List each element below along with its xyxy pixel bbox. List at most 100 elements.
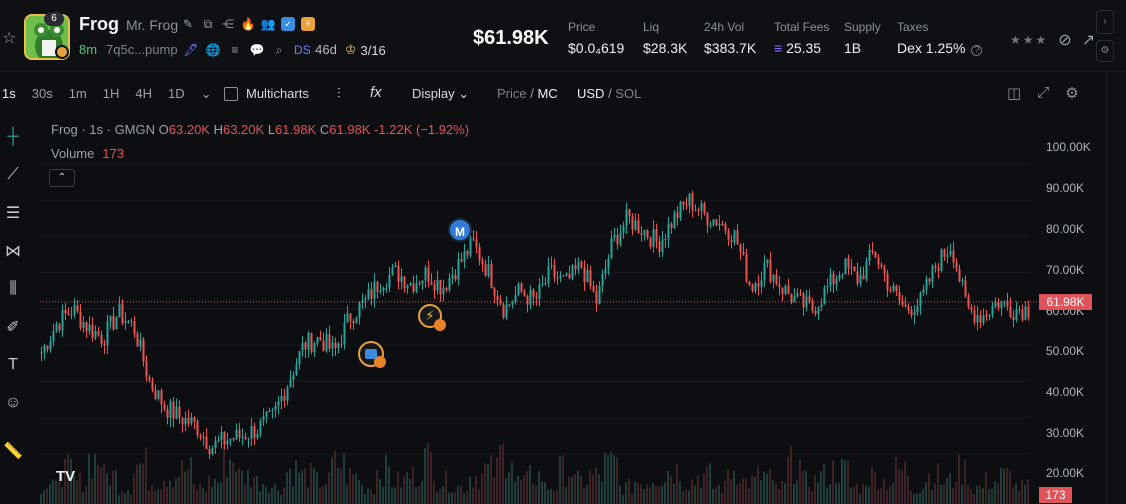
timeframe-4h[interactable]: 4H bbox=[135, 86, 153, 101]
timeframe-1m[interactable]: 1m bbox=[68, 86, 87, 101]
volume-bar bbox=[166, 486, 168, 504]
candle-body bbox=[106, 321, 109, 346]
candle-body bbox=[562, 275, 565, 277]
candle-body bbox=[862, 275, 865, 280]
volume-bar bbox=[97, 464, 99, 504]
camera-icon[interactable]: ◫ bbox=[1007, 85, 1022, 102]
star-icon[interactable]: ☆ bbox=[2, 30, 17, 47]
ds-badge[interactable]: DS 46d bbox=[294, 41, 337, 59]
candle-body bbox=[634, 220, 637, 230]
settings-icon[interactable]: ⚙ bbox=[1065, 85, 1079, 102]
settings-icon[interactable]: ⚙ bbox=[1096, 40, 1114, 62]
currency-toggle[interactable]: USD / SOL bbox=[577, 86, 642, 101]
pump-icon[interactable]: 🖋 bbox=[183, 43, 199, 57]
volume-bar bbox=[772, 480, 774, 504]
candle-body bbox=[241, 436, 244, 438]
pattern-icon[interactable]: ⋈ bbox=[5, 243, 21, 260]
ds-label: DS bbox=[294, 43, 311, 57]
candle-body bbox=[670, 223, 673, 229]
right-panel-edge bbox=[1106, 72, 1126, 504]
usd-option[interactable]: USD bbox=[577, 86, 605, 101]
candle-body bbox=[1009, 306, 1012, 317]
candle-body bbox=[40, 352, 43, 354]
edit-icon[interactable]: ✎ bbox=[182, 17, 194, 31]
indicators-icon[interactable]: fx bbox=[370, 84, 382, 101]
mc-option[interactable]: MC bbox=[537, 86, 558, 101]
help-icon[interactable]: ? bbox=[971, 45, 983, 56]
migration-marker[interactable]: M bbox=[448, 218, 472, 242]
volume-bar bbox=[376, 469, 378, 504]
volume-bar bbox=[976, 485, 978, 504]
dex-paid-icon bbox=[365, 349, 377, 359]
candle-body bbox=[925, 278, 928, 290]
price-mc-toggle[interactable]: Price / MC bbox=[497, 86, 558, 101]
volume-bar bbox=[286, 472, 288, 504]
buy-marker-icon[interactable] bbox=[434, 319, 446, 331]
volume-bar bbox=[928, 473, 930, 504]
display-dropdown[interactable]: Display ⌄ bbox=[412, 86, 470, 101]
external-link-icon[interactable]: ↗ bbox=[1081, 32, 1096, 49]
price-option[interactable]: Price bbox=[497, 86, 527, 101]
brush-icon[interactable]: ✐ bbox=[6, 319, 20, 336]
candle-body bbox=[331, 342, 334, 349]
bolt-marker-icon[interactable]: ⚡ bbox=[418, 304, 442, 328]
volume-bar bbox=[826, 487, 828, 504]
trendline-icon[interactable]: ⟋ bbox=[7, 166, 19, 183]
projection-icon[interactable]: ⫼ bbox=[9, 280, 17, 297]
volume-bar bbox=[616, 457, 618, 504]
stat-total-fees: Total Fees ≡ 25.35 bbox=[774, 20, 829, 56]
crosshair-icon[interactable]: ┼ bbox=[7, 128, 19, 145]
buy-marker-icon[interactable] bbox=[374, 356, 386, 368]
candle-body bbox=[421, 280, 424, 284]
stat-label: Price bbox=[568, 20, 596, 34]
bolt-icon: ⚡ bbox=[301, 17, 315, 31]
volume-bar bbox=[892, 483, 894, 504]
chart-canvas[interactable] bbox=[40, 112, 1104, 504]
fib-icon[interactable]: ☰ bbox=[5, 205, 21, 222]
candle-body bbox=[556, 277, 559, 279]
tradingview-logo[interactable]: TV bbox=[56, 468, 76, 485]
timeframe-1d[interactable]: 1D bbox=[168, 86, 185, 101]
search-icon[interactable]: ⌕ bbox=[275, 42, 283, 57]
stat-value: 25.35 bbox=[786, 40, 822, 56]
candle-body bbox=[64, 310, 67, 314]
price-chart[interactable]: Frog · 1s · GMGN O63.20K H63.20K L61.98K… bbox=[40, 112, 1104, 504]
hide-icon[interactable]: ⊘ bbox=[1058, 32, 1072, 49]
timeframe-30s[interactable]: 30s bbox=[31, 86, 53, 101]
multicharts-checkbox[interactable] bbox=[224, 86, 238, 101]
contract-address[interactable]: 7q5c...pump bbox=[106, 42, 178, 57]
rating-stars-icon[interactable]: ★★★ bbox=[1010, 33, 1049, 47]
ruler-icon[interactable]: 📏 bbox=[3, 443, 23, 460]
candle-body bbox=[265, 411, 268, 417]
website-icon[interactable]: 🌐 bbox=[205, 43, 221, 57]
sol-option[interactable]: SOL bbox=[615, 86, 642, 101]
multicharts-toggle[interactable]: Multicharts bbox=[224, 86, 309, 101]
emoji-icon[interactable]: ☺ bbox=[4, 394, 22, 411]
volume-bar bbox=[574, 474, 576, 504]
fullscreen-icon[interactable]: ⤢ bbox=[1037, 84, 1050, 101]
menu-icon[interactable]: ≡ bbox=[231, 43, 239, 57]
timeframe-1h[interactable]: 1H bbox=[102, 86, 120, 101]
volume-bar bbox=[124, 493, 126, 504]
copy-icon[interactable]: ⧉ bbox=[203, 16, 213, 31]
volume-bar bbox=[478, 489, 480, 504]
collapse-legend-button[interactable]: ⌃ bbox=[49, 169, 75, 187]
candle-type-icon[interactable]: ⫶ bbox=[337, 85, 341, 101]
group-icon: 👥 bbox=[260, 17, 276, 31]
timeframe-1s[interactable]: 1s bbox=[2, 86, 16, 101]
candle-body bbox=[463, 251, 466, 262]
candle-body bbox=[328, 334, 331, 349]
text-icon[interactable]: T bbox=[8, 356, 18, 373]
candle-body bbox=[637, 220, 640, 234]
share-icon[interactable]: ⋲ bbox=[222, 17, 234, 31]
candle-body bbox=[658, 241, 661, 253]
volume-bar bbox=[565, 487, 567, 504]
collapse-sidebar-button[interactable]: › bbox=[1096, 10, 1114, 34]
volume-bar bbox=[703, 473, 705, 504]
candle-body bbox=[892, 285, 895, 291]
dex-marker-icon[interactable] bbox=[358, 341, 384, 367]
volume-bar bbox=[970, 488, 972, 504]
candle-body bbox=[532, 289, 535, 298]
chat-icon[interactable]: 💬 bbox=[249, 43, 265, 57]
chevron-down-icon[interactable]: ⌄ bbox=[200, 86, 212, 101]
